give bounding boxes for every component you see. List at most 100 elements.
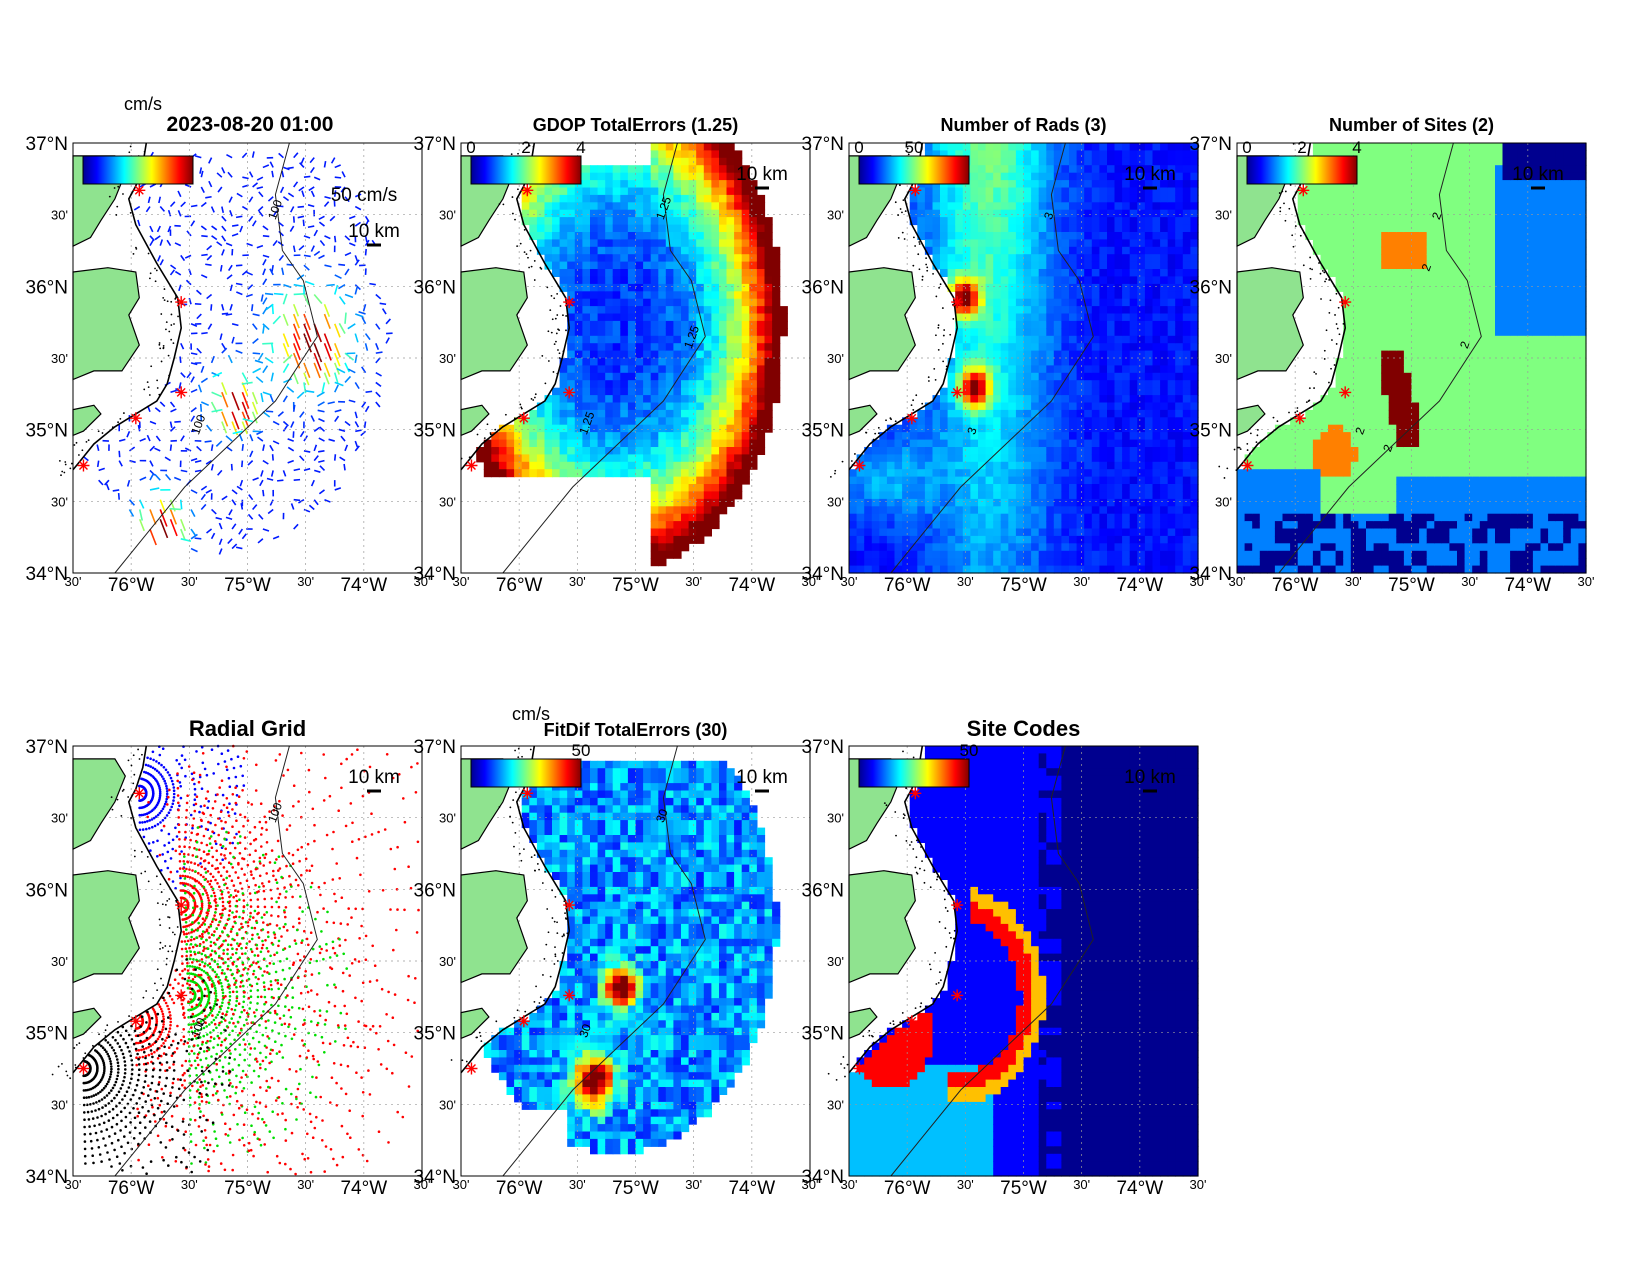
field-cell bbox=[1076, 476, 1085, 485]
field-cell bbox=[1015, 439, 1025, 448]
current-vector bbox=[283, 166, 290, 171]
field-cell bbox=[658, 209, 667, 218]
field-cell bbox=[582, 283, 591, 292]
field-cell bbox=[856, 558, 865, 567]
current-vector bbox=[269, 444, 274, 452]
field-cell bbox=[627, 291, 637, 300]
field-cell bbox=[673, 543, 682, 552]
current-vector bbox=[200, 365, 205, 373]
field-cell bbox=[1069, 454, 1078, 463]
field-cell bbox=[1084, 521, 1093, 530]
field-cell bbox=[1312, 417, 1322, 426]
field-cell bbox=[970, 269, 979, 277]
field-cell bbox=[1237, 535, 1246, 544]
shoreline-dot bbox=[160, 360, 163, 363]
field-cell bbox=[1015, 269, 1025, 277]
field-cell bbox=[1167, 157, 1176, 166]
field-cell bbox=[574, 269, 583, 277]
field-cell bbox=[1297, 558, 1306, 567]
field-cell bbox=[993, 306, 1002, 315]
field-cell bbox=[1144, 402, 1154, 411]
field-cell bbox=[1122, 447, 1131, 455]
field-cell bbox=[993, 439, 1002, 448]
field-cell bbox=[917, 484, 926, 492]
field-cell bbox=[1167, 276, 1176, 285]
field-cell bbox=[978, 432, 987, 441]
field-cell bbox=[947, 365, 956, 374]
field-cell bbox=[658, 395, 667, 404]
current-vector bbox=[248, 494, 254, 501]
field-cell bbox=[962, 224, 971, 233]
field-cell bbox=[932, 535, 941, 544]
field-cell bbox=[1061, 320, 1070, 329]
field-cell bbox=[1237, 476, 1246, 485]
field-cell bbox=[1023, 417, 1032, 426]
field-cell bbox=[703, 395, 712, 404]
field-cell bbox=[1076, 291, 1085, 300]
field-cell bbox=[1129, 157, 1138, 166]
field-cell bbox=[1160, 157, 1169, 166]
current-vector bbox=[354, 287, 358, 295]
current-vector bbox=[241, 421, 248, 435]
field-cell bbox=[1144, 550, 1154, 559]
field-cell bbox=[1182, 283, 1191, 292]
field-cell bbox=[1114, 283, 1123, 292]
field-cell bbox=[932, 150, 941, 159]
current-vector bbox=[174, 242, 182, 247]
field-cell bbox=[1305, 187, 1314, 196]
current-vector bbox=[201, 253, 208, 257]
field-cell bbox=[696, 246, 705, 255]
field-cell bbox=[1038, 447, 1047, 455]
field-cell bbox=[1114, 350, 1123, 359]
field-cell bbox=[1320, 254, 1329, 263]
field-cell bbox=[886, 476, 896, 485]
field-cell bbox=[1061, 269, 1070, 277]
field-cell bbox=[627, 372, 637, 381]
field-cell bbox=[703, 291, 712, 300]
field-cell bbox=[567, 194, 576, 203]
field-cell bbox=[1190, 550, 1199, 559]
field-cell bbox=[1099, 558, 1108, 567]
field-cell bbox=[962, 417, 971, 426]
latitude-tick-label: 36°N bbox=[802, 277, 844, 298]
field-cell bbox=[1031, 521, 1040, 530]
current-vector bbox=[211, 508, 217, 515]
field-cell bbox=[719, 350, 728, 359]
field-cell bbox=[978, 306, 987, 315]
field-cell bbox=[955, 150, 964, 159]
field-cell bbox=[772, 269, 781, 277]
field-cell bbox=[985, 180, 994, 189]
current-vector bbox=[159, 259, 164, 266]
field-cell bbox=[726, 187, 735, 196]
field-cell bbox=[567, 246, 576, 255]
shoreline-dot bbox=[113, 187, 116, 189]
current-vector bbox=[334, 343, 341, 358]
field-cell bbox=[962, 335, 971, 344]
field-cell bbox=[605, 217, 614, 226]
shoreline-dot bbox=[70, 462, 73, 465]
field-cell bbox=[1015, 432, 1025, 441]
field-cell bbox=[932, 498, 941, 507]
field-cell bbox=[1190, 224, 1199, 233]
field-cell bbox=[1114, 209, 1123, 218]
current-vector bbox=[343, 463, 346, 471]
field-cell bbox=[627, 254, 637, 263]
field-cell bbox=[605, 298, 614, 307]
field-cell bbox=[940, 209, 949, 218]
field-cell bbox=[696, 395, 705, 404]
field-cell bbox=[552, 254, 561, 263]
field-cell bbox=[1122, 372, 1131, 381]
field-cell bbox=[665, 550, 674, 559]
field-cell bbox=[1084, 535, 1093, 544]
current-vector bbox=[336, 367, 346, 374]
field-cell bbox=[1046, 395, 1055, 404]
field-cell bbox=[902, 558, 911, 567]
current-vector bbox=[190, 376, 195, 383]
field-cell bbox=[947, 187, 956, 196]
field-cell bbox=[1023, 461, 1032, 470]
field-cell bbox=[665, 447, 674, 455]
field-cell bbox=[1167, 535, 1176, 544]
current-vector bbox=[247, 284, 254, 290]
current-vector bbox=[330, 157, 336, 164]
field-cell bbox=[574, 187, 583, 196]
